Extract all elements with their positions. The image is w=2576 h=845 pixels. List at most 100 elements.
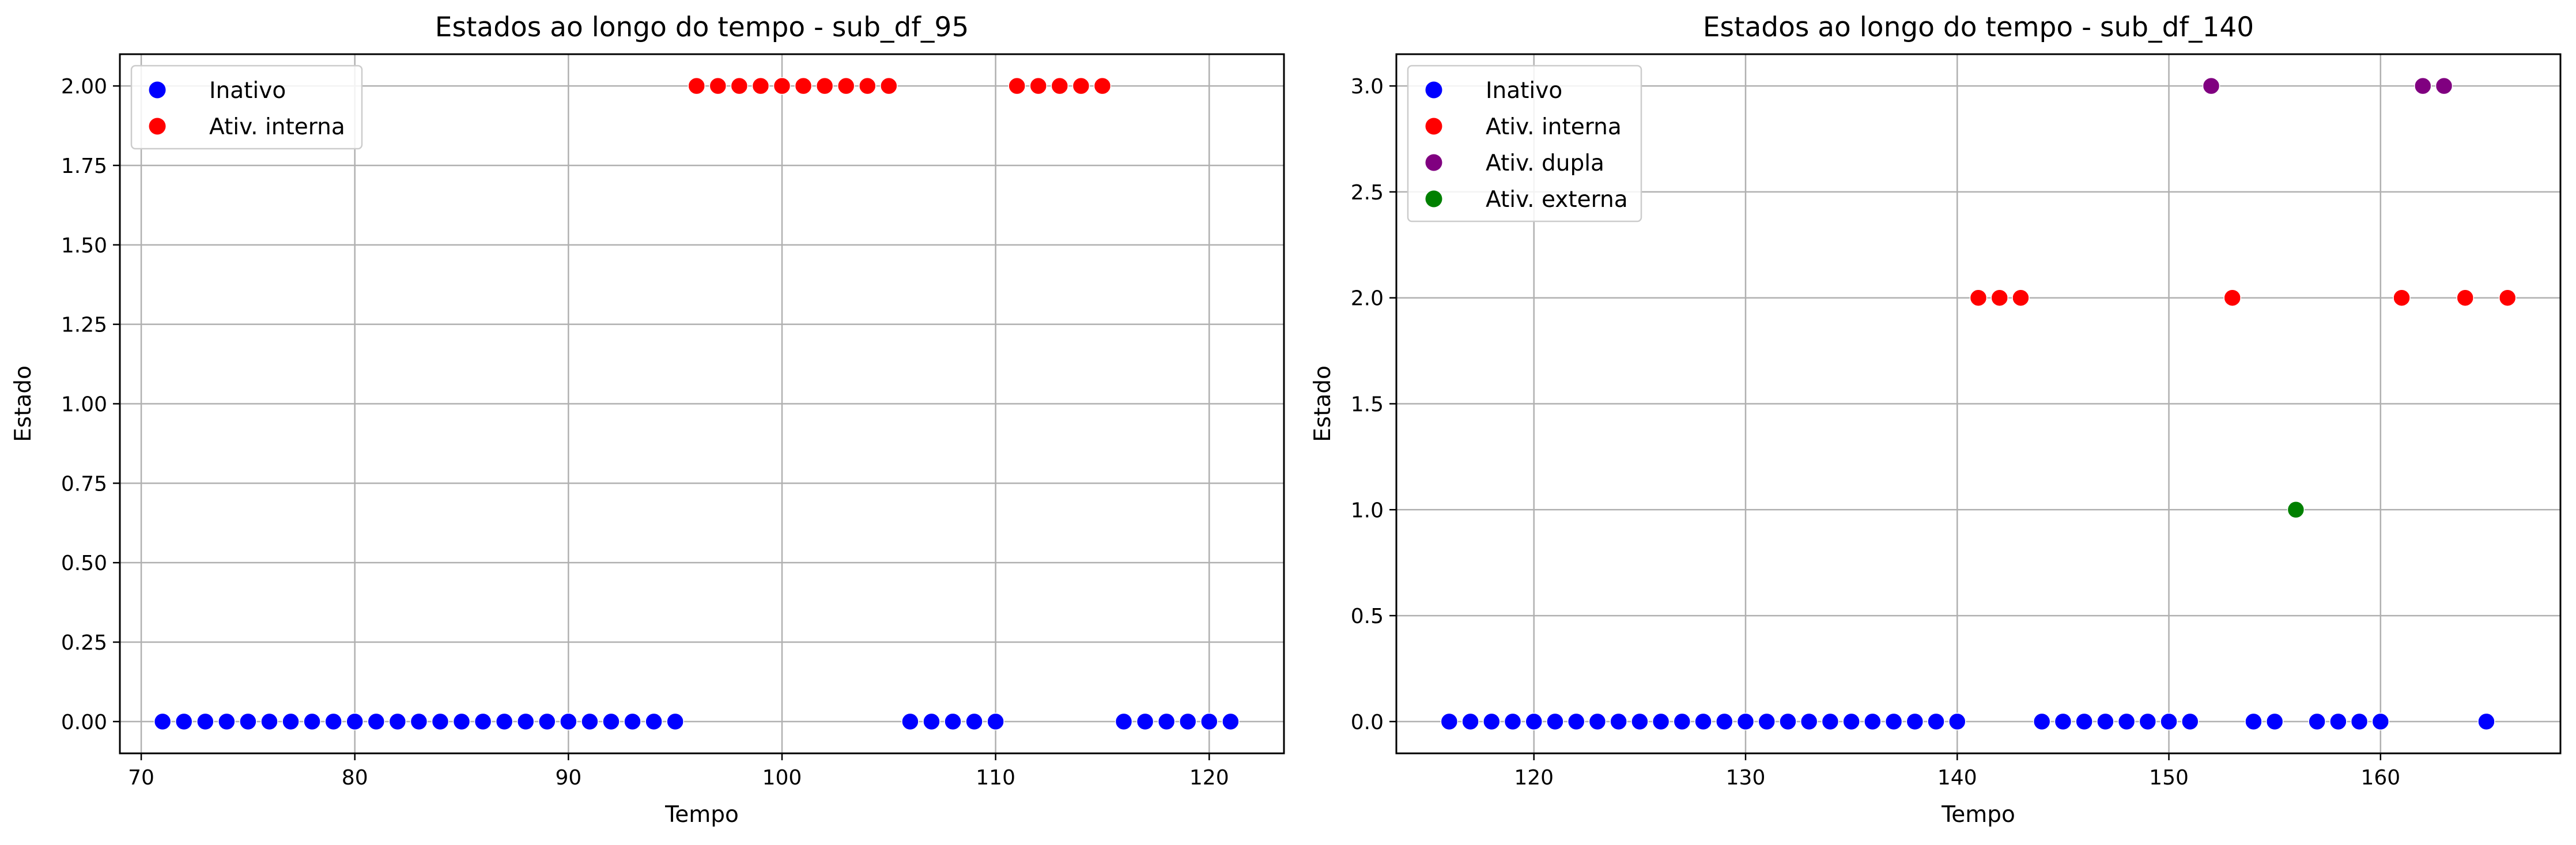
- y-tick-label: 2.00: [61, 75, 107, 99]
- data-point: [581, 712, 599, 731]
- data-point: [1716, 712, 1733, 731]
- y-tick-label: 0.00: [61, 711, 107, 734]
- data-point: [602, 712, 620, 731]
- y-tick-label: 0.5: [1351, 605, 1384, 628]
- y-tick-label: 2.5: [1351, 181, 1384, 205]
- data-point: [303, 712, 321, 731]
- data-point: [2456, 289, 2474, 307]
- subplot-2: 120 130 140 150 160 0.0 0.5 1.0 1.5 2.0 2.5 3.0 Esta…: [1310, 12, 2562, 828]
- data-point: [1179, 712, 1197, 731]
- data-point: [1093, 77, 1112, 95]
- data-point: [2329, 712, 2347, 731]
- series-1: [153, 712, 1240, 731]
- axes-frame: [119, 53, 1285, 755]
- data-point: [1136, 712, 1154, 731]
- series-2: [688, 77, 1112, 95]
- data-point: [1072, 77, 1090, 95]
- chart-title: Estados ao longo do tempo - sub_df_95: [435, 12, 969, 43]
- axes-frame: [1395, 53, 2562, 755]
- data-point: [431, 712, 450, 731]
- data-point: [1222, 712, 1240, 731]
- data-point: [2223, 289, 2241, 307]
- data-point: [2160, 712, 2178, 731]
- data-point: [1884, 712, 1903, 731]
- data-point: [709, 77, 727, 95]
- data-point: [2477, 712, 2495, 731]
- x-tick-label: 80: [342, 766, 368, 790]
- data-point: [1567, 712, 1585, 731]
- data-point: [1008, 77, 1026, 95]
- y-tick-label: 2.0: [1351, 287, 1384, 311]
- data-point: [1948, 712, 1966, 731]
- data-point: [1631, 712, 1649, 731]
- y-tick-label: 0.0: [1351, 711, 1384, 734]
- data-point: [2097, 712, 2114, 731]
- legend-box: [130, 65, 363, 150]
- data-point: [1483, 712, 1501, 731]
- series-3: [2202, 77, 2453, 95]
- y-tick-label: 3.0: [1351, 75, 1384, 99]
- data-point: [1115, 712, 1133, 731]
- data-point: [1652, 712, 1670, 731]
- y-tick-label: 1.50: [61, 234, 107, 258]
- legend-marker: [1425, 118, 1442, 135]
- data-point: [538, 712, 556, 731]
- grid: [120, 54, 1284, 753]
- data-point: [987, 712, 1004, 731]
- x-tick-label: 100: [762, 766, 802, 790]
- data-point: [1029, 77, 1048, 95]
- legend-label: Ativ. dupla: [1486, 150, 1604, 176]
- y-tick-label: 0.75: [61, 472, 107, 496]
- x-tick-label: 140: [1937, 766, 1977, 790]
- y-tick-label: 1.00: [61, 393, 107, 417]
- data-point: [923, 712, 940, 731]
- legend-label: Ativ. interna: [209, 114, 345, 140]
- data-point: [1779, 712, 1797, 731]
- chart-title: Estados ao longo do tempo - sub_df_140: [1703, 12, 2254, 43]
- y-tick-label: 0.25: [61, 631, 107, 655]
- data-point: [1610, 712, 1627, 731]
- legend-label: Ativ. interna: [1486, 114, 1622, 140]
- data-point: [1694, 712, 1712, 731]
- data-point: [1842, 712, 1860, 731]
- data-point: [1440, 712, 1459, 731]
- data-point: [666, 712, 684, 731]
- data-point: [2308, 712, 2326, 731]
- data-point: [2265, 712, 2284, 731]
- data-point: [837, 77, 855, 95]
- data-point: [1736, 712, 1755, 731]
- x-tick-label: 150: [2149, 766, 2189, 790]
- x-tick-label: 120: [1514, 766, 1554, 790]
- data-point: [1200, 712, 1218, 731]
- data-point: [2181, 712, 2199, 731]
- data-point: [2075, 712, 2093, 731]
- data-point: [1758, 712, 1776, 731]
- data-point: [388, 712, 407, 731]
- data-point: [688, 77, 705, 95]
- data-point: [367, 712, 386, 731]
- data-point: [730, 77, 749, 95]
- x-axis-label: Tempo: [664, 802, 739, 828]
- x-tick-label: 90: [555, 766, 581, 790]
- x-tick-label: 70: [128, 766, 154, 790]
- data-point: [1504, 712, 1522, 731]
- x-tick-label: 120: [1189, 766, 1229, 790]
- series-4: [2287, 501, 2305, 519]
- data-point: [1927, 712, 1945, 731]
- y-tick-label: 1.75: [61, 154, 107, 178]
- data-point: [2245, 712, 2263, 731]
- data-point: [2371, 712, 2390, 731]
- legend-marker: [149, 118, 166, 135]
- data-point: [260, 712, 278, 731]
- data-point: [815, 77, 834, 95]
- data-point: [2139, 712, 2157, 731]
- data-point: [2202, 77, 2220, 95]
- legend-marker: [1425, 190, 1442, 208]
- data-point: [2287, 501, 2305, 519]
- subplot-1: 70 80 90 100 110 120 0.00 0.25 0.50 0.75 1.00 1.25 1…: [10, 12, 1285, 828]
- x-tick-label: 160: [2360, 766, 2400, 790]
- y-tick-label: 1.0: [1351, 499, 1384, 522]
- y-tick-label: 1.5: [1351, 393, 1384, 417]
- data-point: [324, 712, 342, 731]
- legend: Inativo Ativ. interna: [130, 65, 363, 150]
